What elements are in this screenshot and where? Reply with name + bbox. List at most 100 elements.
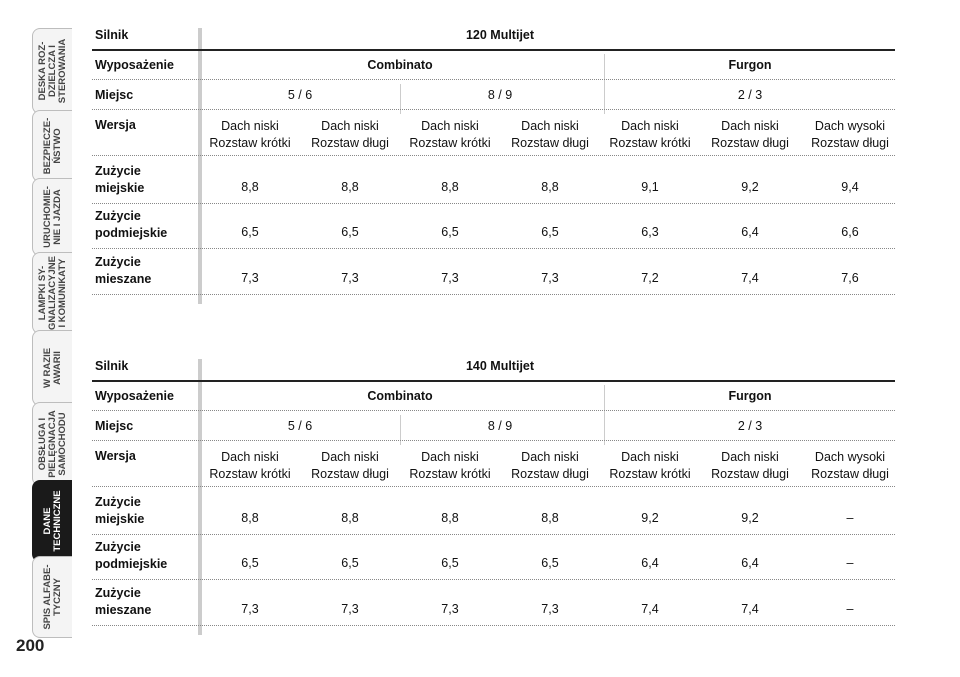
group-divider [604, 385, 605, 415]
version-roof: Dach niski [721, 119, 779, 133]
section-tab-3[interactable]: LAMPKI SY- GNALIZACYJNE I KOMUNIKATY [32, 252, 72, 334]
engine-label: Silnik [95, 28, 129, 42]
consumption-value: 6,4 [641, 556, 659, 570]
consumption-value: 6,4 [741, 225, 759, 239]
consumption-value: 6,5 [241, 225, 259, 239]
row-rule [92, 109, 895, 110]
version-roof: Dach niski [421, 450, 479, 464]
consumption-label: Zużycie mieszane [95, 254, 151, 288]
section-tab-4[interactable]: W RAZIE AWARII [32, 330, 72, 406]
version-cell: Dach niski Rozstaw długi [511, 118, 589, 152]
section-tab-label: DESKA ROZ- DZIELCZA I STEROWANIA [36, 38, 68, 104]
row-rule [92, 294, 895, 295]
consumption-value: 6,5 [541, 225, 559, 239]
consumption-label-line1: Zużycie [95, 586, 141, 600]
version-cell: Dach niski Rozstaw długi [711, 118, 789, 152]
consumption-value: 6,5 [241, 556, 259, 570]
version-cell: Dach niski Rozstaw krótki [209, 118, 290, 152]
consumption-value: – [846, 556, 854, 570]
group-divider [400, 84, 401, 114]
consumption-value: 8,8 [441, 180, 459, 194]
consumption-value: 7,6 [841, 271, 859, 285]
equipment-furgon: Furgon [728, 389, 772, 403]
version-roof: Dach niski [621, 119, 679, 133]
version-roof: Dach niski [621, 450, 679, 464]
consumption-label-line1: Zużycie [95, 255, 141, 269]
version-wheelbase: Rozstaw długi [311, 136, 389, 150]
row-rule [92, 410, 895, 411]
consumption-label: Zużycie podmiejskie [95, 208, 167, 242]
header-rule [92, 49, 895, 51]
version-cell: Dach niski Rozstaw długi [311, 118, 389, 152]
version-cell: Dach wysoki Rozstaw długi [811, 449, 889, 483]
section-tab-label: DANE TECHNICZNE [41, 490, 63, 552]
section-tab-2[interactable]: URUCHOMIE- NIE I JAZDA [32, 178, 72, 256]
version-label: Wersja [95, 449, 136, 463]
section-tab-6[interactable]: DANE TECHNICZNE [32, 480, 72, 562]
group-divider [604, 84, 605, 114]
consumption-value: 8,8 [341, 511, 359, 525]
section-sidebar: DESKA ROZ- DZIELCZA I STEROWANIA BEZPIECZ… [0, 0, 80, 677]
consumption-label-line2: miejskie [95, 512, 145, 526]
section-tab-1[interactable]: BEZPIECZE- ŃSTWO [32, 110, 72, 182]
version-roof: Dach niski [321, 450, 379, 464]
page-number: 200 [16, 636, 45, 655]
version-wheelbase: Rozstaw krótki [609, 467, 691, 481]
row-rule [92, 440, 895, 441]
version-wheelbase: Rozstaw krótki [409, 136, 491, 150]
consumption-value: 6,4 [741, 556, 759, 570]
consumption-value: 6,5 [541, 556, 559, 570]
row-rule [92, 486, 895, 487]
engine-name: 120 Multijet [465, 28, 535, 42]
group-divider [604, 54, 605, 84]
section-tab-5[interactable]: OBSŁUGA I PIELĘGNACJA SAMOCHODU [32, 402, 72, 486]
consumption-label-line2: miejskie [95, 181, 145, 195]
consumption-value: 8,8 [241, 511, 259, 525]
version-wheelbase: Rozstaw krótki [609, 136, 691, 150]
version-cell: Dach niski Rozstaw krótki [409, 449, 490, 483]
consumption-value: 9,4 [841, 180, 859, 194]
version-roof: Dach niski [421, 119, 479, 133]
consumption-value: 7,3 [341, 602, 359, 616]
consumption-value: 6,5 [441, 556, 459, 570]
consumption-value: 7,3 [541, 271, 559, 285]
consumption-value: 9,2 [741, 180, 759, 194]
consumption-value: 7,4 [741, 271, 759, 285]
consumption-label-line2: mieszane [95, 272, 152, 286]
version-label: Wersja [95, 118, 136, 132]
equipment-label: Wyposażenie [95, 58, 174, 72]
consumption-value: 8,8 [541, 511, 559, 525]
consumption-value: 9,2 [641, 511, 659, 525]
consumption-label: Zużycie podmiejskie [95, 539, 167, 573]
row-rule [92, 625, 895, 626]
consumption-label-line1: Zużycie [95, 540, 141, 554]
consumption-value: 6,5 [441, 225, 459, 239]
consumption-label-line1: Zużycie [95, 209, 141, 223]
version-wheelbase: Rozstaw długi [711, 136, 789, 150]
consumption-value: 7,3 [541, 602, 559, 616]
consumption-label: Zużycie miejskie [95, 494, 144, 528]
equipment-label: Wyposażenie [95, 389, 174, 403]
header-rule [92, 380, 895, 382]
version-wheelbase: Rozstaw krótki [209, 467, 291, 481]
version-cell: Dach niski Rozstaw krótki [209, 449, 290, 483]
seats-value: 2 / 3 [737, 88, 763, 102]
consumption-value: 8,8 [541, 180, 559, 194]
version-wheelbase: Rozstaw długi [811, 467, 889, 481]
consumption-label: Zużycie miejskie [95, 163, 144, 197]
version-cell: Dach niski Rozstaw długi [711, 449, 789, 483]
consumption-value: 8,8 [241, 180, 259, 194]
equipment-furgon: Furgon [728, 58, 772, 72]
version-roof: Dach niski [721, 450, 779, 464]
section-tab-label: URUCHOMIE- NIE I JAZDA [41, 186, 63, 248]
row-rule [92, 534, 895, 535]
section-tab-0[interactable]: DESKA ROZ- DZIELCZA I STEROWANIA [32, 28, 72, 114]
version-roof: Dach niski [221, 450, 279, 464]
version-wheelbase: Rozstaw krótki [209, 136, 291, 150]
seats-value: 5 / 6 [287, 88, 313, 102]
consumption-value: 8,8 [441, 511, 459, 525]
section-tab-label: SPIS ALFABE- TYCZNY [41, 564, 63, 630]
section-tab-label: BEZPIECZE- ŃSTWO [41, 117, 63, 175]
consumption-label-line2: podmiejskie [95, 557, 168, 571]
section-tab-7[interactable]: SPIS ALFABE- TYCZNY [32, 556, 72, 638]
